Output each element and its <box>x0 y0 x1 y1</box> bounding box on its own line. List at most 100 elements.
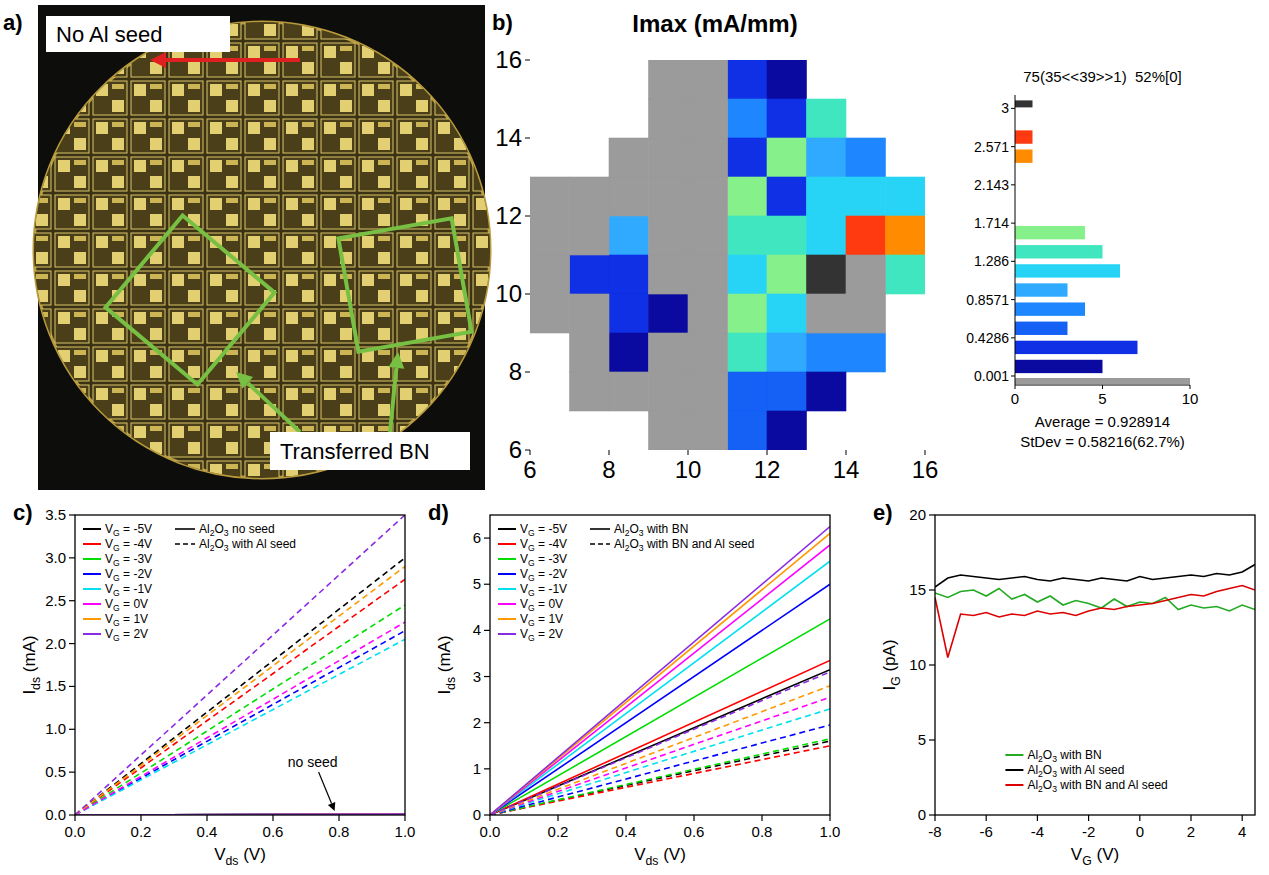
text-part: (V) <box>1096 845 1119 864</box>
heat-cell <box>530 177 570 216</box>
text-part: 0.8 <box>329 823 350 840</box>
text-part: 3.0 <box>45 549 66 566</box>
x-tick-label: -4 <box>1031 823 1044 840</box>
die-pad <box>416 388 428 393</box>
die-pad <box>150 290 162 302</box>
x-tick <box>934 815 935 821</box>
text-part: V <box>520 627 528 641</box>
y-tick <box>929 814 935 815</box>
die <box>321 157 355 191</box>
die-pad <box>20 464 32 476</box>
die-pad <box>324 8 336 20</box>
die-pad <box>416 404 428 416</box>
die-pad <box>492 236 504 241</box>
die <box>359 119 393 153</box>
text-part: 0.0 <box>65 823 86 840</box>
die-pad <box>20 46 32 58</box>
die-pad <box>226 290 238 302</box>
die <box>435 157 469 191</box>
die-pad <box>362 236 374 248</box>
die <box>283 157 317 191</box>
x-tick-label: 1.0 <box>820 823 841 840</box>
die <box>245 157 279 191</box>
text-part: 12 <box>495 202 522 229</box>
die-pad <box>400 122 412 134</box>
text-part: -2V <box>133 567 152 581</box>
green-arrow-head <box>388 352 404 369</box>
y-tick <box>929 739 935 740</box>
die-pad <box>400 46 412 58</box>
green-arrow <box>248 383 300 432</box>
die-pad <box>286 160 298 172</box>
die-pad <box>248 8 260 20</box>
die-pad <box>36 404 48 416</box>
die-pad <box>112 138 124 150</box>
series-line <box>490 709 830 815</box>
die-pad <box>134 464 146 476</box>
text-part: 4 <box>1238 823 1246 840</box>
y-tick-label: 0.4286 <box>966 330 1009 346</box>
legend-swatch <box>83 558 101 560</box>
text-part: = <box>538 627 545 641</box>
heat-cell <box>728 177 768 216</box>
die-pad <box>150 122 162 127</box>
die-pad <box>476 388 488 400</box>
y-tick-label: 0.5 <box>45 763 66 780</box>
text-part: BN <box>399 439 430 464</box>
annotation-arrow-head <box>328 802 335 811</box>
text-part: 0.6 <box>263 823 284 840</box>
heat-cell <box>688 60 728 99</box>
panel-label: e) <box>873 500 893 525</box>
x-tick <box>625 815 626 821</box>
die <box>321 347 355 381</box>
x-tick-label: 0.2 <box>548 823 569 840</box>
die-pad <box>454 46 466 51</box>
text-part: 1.286 <box>974 253 1009 269</box>
no-data-bar <box>1015 378 1190 384</box>
die <box>359 309 393 343</box>
die-pad <box>210 426 222 438</box>
die-pad <box>378 274 390 279</box>
text-part: 16 <box>912 456 939 483</box>
y-tick <box>484 722 490 723</box>
die-pad <box>188 8 200 13</box>
die <box>321 81 355 115</box>
x-tick <box>338 815 339 821</box>
y-tick-label: 16 <box>495 46 522 73</box>
heat-cell <box>846 138 886 177</box>
die-pad <box>416 100 428 112</box>
text-part: = <box>123 567 130 581</box>
red-arrow-head <box>150 52 166 68</box>
die-pad <box>264 388 276 393</box>
panel-label: b) <box>492 10 513 35</box>
series-line <box>935 589 1255 612</box>
die-pad <box>226 464 238 469</box>
die-pad <box>36 312 48 317</box>
histogram: 75(35<<39>>1) 52%[0]0.0010.42860.85711.2… <box>966 68 1269 450</box>
die <box>131 271 165 305</box>
die <box>359 157 393 191</box>
text-part: Al <box>1027 763 1038 777</box>
die <box>245 119 279 153</box>
heat-cell <box>807 99 847 138</box>
x-tick-label: 10 <box>1182 390 1199 407</box>
die-pad <box>188 198 200 203</box>
text-part: 2V <box>548 627 563 641</box>
legend-label: Al2O3 no seed <box>199 522 275 538</box>
wafer-photo: No Al seedTransferred BN <box>17 5 507 495</box>
die <box>473 461 507 495</box>
die-pad <box>492 274 504 279</box>
text-part: seed <box>270 537 296 551</box>
die-pad <box>134 426 146 438</box>
text-part: V <box>105 597 113 611</box>
die-pad <box>112 404 124 416</box>
die-pad <box>362 160 374 172</box>
x-tick-label: 0 <box>1011 390 1019 407</box>
x-tick <box>1102 385 1103 389</box>
die-pad <box>226 404 238 416</box>
die-pad <box>438 84 450 96</box>
die-pad <box>476 236 488 248</box>
die-pad <box>150 404 162 416</box>
die <box>169 233 203 267</box>
y-tick-label: 4 <box>473 621 481 638</box>
